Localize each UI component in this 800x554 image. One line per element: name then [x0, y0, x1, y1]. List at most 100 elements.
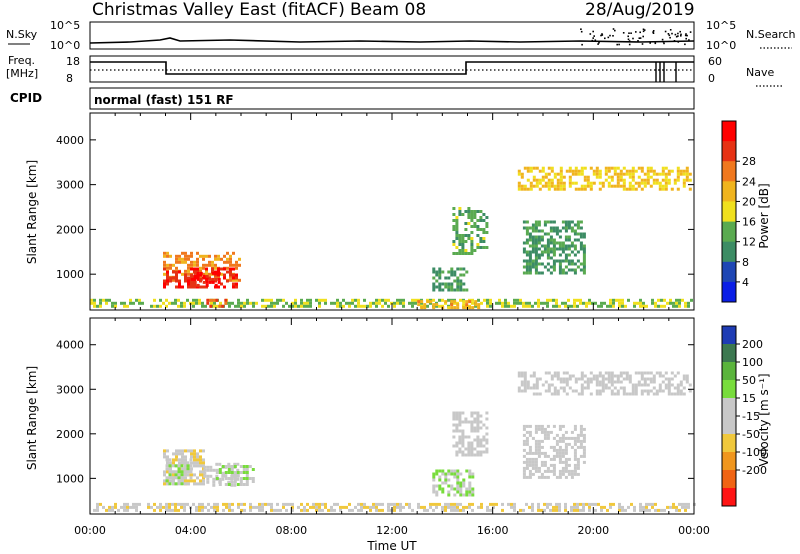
power-cell	[664, 166, 668, 170]
power-cell	[232, 267, 235, 271]
power-cell	[534, 247, 538, 251]
velocity-cell	[676, 392, 680, 396]
power-cell	[450, 300, 454, 304]
power-cell	[534, 220, 538, 224]
velocity-cell	[473, 417, 477, 421]
velocity-cell	[517, 389, 521, 393]
velocity-cell	[174, 502, 177, 506]
velocity-cell	[312, 505, 315, 509]
power-cell	[485, 231, 489, 234]
power-cell	[528, 262, 532, 266]
power-cell	[595, 175, 599, 179]
velocity-cell	[573, 466, 577, 470]
power-cell	[232, 278, 235, 282]
velocity-cell	[682, 374, 686, 378]
velocity-cell	[558, 427, 562, 431]
velocity-cell	[236, 483, 240, 486]
velocity-cell	[300, 508, 303, 512]
power-cell	[592, 169, 596, 173]
power-cell	[616, 172, 620, 176]
power-cell	[108, 298, 111, 302]
velocity-cell	[339, 505, 342, 509]
velocity-cell	[465, 469, 469, 473]
velocity-cell	[242, 477, 246, 480]
velocity-cell	[482, 438, 486, 442]
velocity-cell	[549, 502, 552, 506]
velocity-cell	[452, 414, 456, 418]
velocity-cell	[196, 458, 199, 462]
velocity-cell	[366, 505, 369, 509]
velocity-cell	[163, 470, 166, 474]
power-cell	[282, 298, 285, 302]
velocity-cell	[168, 482, 172, 486]
velocity-cell	[202, 482, 205, 486]
power-cell	[568, 169, 572, 173]
velocity-cell	[586, 377, 590, 381]
power-cell	[205, 274, 209, 278]
power-cell	[516, 301, 519, 305]
nsearch-dot	[677, 35, 679, 37]
velocity-cell	[522, 439, 526, 443]
power-cell	[375, 298, 378, 302]
power-cell	[456, 282, 460, 286]
velocity-cell	[199, 461, 202, 465]
power-cell	[552, 226, 556, 230]
velocity-cell	[655, 389, 659, 393]
power-cell	[619, 184, 623, 188]
velocity-cell	[570, 505, 573, 509]
velocity-cell	[423, 505, 426, 509]
velocity-cell	[303, 508, 306, 512]
velocity-cell	[540, 508, 543, 512]
velocity-x-axis: 00:00 04:00 08:00 12:00 16:00 20:00 00:00	[74, 524, 710, 537]
power-cell	[640, 187, 644, 191]
velocity-cell	[168, 470, 172, 474]
velocity-cell	[180, 470, 184, 474]
velocity-cell	[476, 450, 480, 454]
velocity-cell	[479, 414, 483, 418]
power-cell	[525, 238, 529, 242]
velocity-cell	[218, 483, 222, 486]
velocity-cell	[573, 436, 577, 440]
velocity-cell	[582, 445, 586, 449]
power-cell	[441, 282, 445, 286]
velocity-cell	[672, 502, 675, 506]
velocity-cell	[181, 452, 184, 456]
velocity-cell	[237, 502, 240, 506]
velocity-cell	[473, 420, 477, 424]
power-cell	[432, 276, 436, 280]
velocity-cell	[607, 377, 611, 381]
velocity-cell	[573, 424, 577, 428]
velocity-cell	[202, 458, 205, 462]
nsearch-dot	[612, 28, 615, 30]
velocity-cell	[532, 374, 536, 378]
velocity-cell	[537, 448, 541, 452]
power-cell	[205, 272, 208, 276]
velocity-cell	[186, 482, 190, 486]
velocity-cell	[576, 508, 579, 512]
power-colorbar-tick-label: 28	[742, 155, 756, 168]
nsearch-dot	[649, 42, 651, 44]
power-cell	[546, 298, 549, 302]
velocity-cell	[552, 445, 556, 449]
velocity-cell	[579, 508, 582, 512]
power-cell	[175, 257, 178, 261]
velocity-cell	[177, 482, 181, 486]
velocity-cell	[227, 468, 231, 471]
velocity-cell	[600, 508, 603, 512]
velocity-cell	[441, 472, 445, 476]
power-cell	[455, 252, 459, 255]
velocity-cell	[215, 462, 219, 466]
power-cell	[573, 229, 577, 233]
power-cell	[525, 232, 529, 236]
velocity-cell	[476, 417, 480, 421]
power-cell	[633, 304, 636, 308]
power-cell	[583, 184, 587, 188]
velocity-cell	[537, 439, 541, 443]
velocity-cell	[227, 465, 231, 468]
velocity-cell	[479, 441, 483, 445]
power-cell	[235, 266, 238, 270]
velocity-cell	[555, 505, 558, 509]
